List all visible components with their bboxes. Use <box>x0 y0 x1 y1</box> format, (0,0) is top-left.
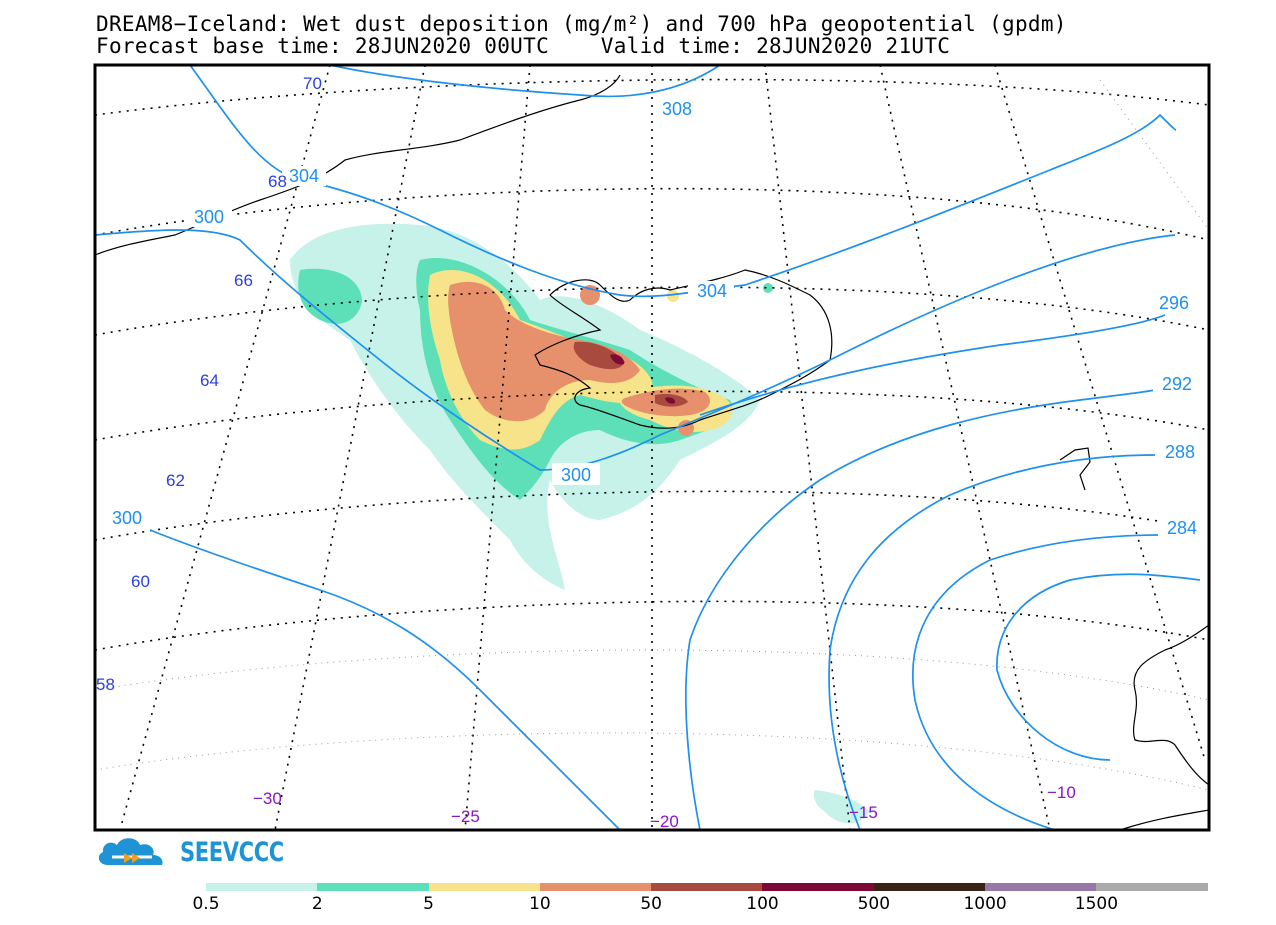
map-title-line-2: Forecast base time: 28JUN2020 00UTC Vali… <box>96 34 951 58</box>
color-legend-bar <box>206 883 1208 891</box>
latitude-label: 60 <box>131 572 150 591</box>
dust-level-100-b <box>665 397 676 404</box>
legend-swatch <box>428 883 540 891</box>
scotland-coast <box>1132 624 1209 786</box>
contour-284 <box>912 534 1161 830</box>
contour-label: 304 <box>697 281 727 301</box>
contour-label: 292 <box>1162 374 1192 394</box>
legend-label: 0.5 <box>192 894 220 914</box>
greenland-coast <box>95 74 621 256</box>
dust-deposition-field <box>290 223 870 824</box>
contour-308 <box>329 65 721 98</box>
dust-spot <box>763 283 773 293</box>
dust-spot <box>667 290 679 302</box>
cloud-logo-icon <box>98 838 163 865</box>
legend-label: 5 <box>423 894 435 914</box>
contour-label: 300 <box>194 207 224 227</box>
legend-swatch <box>317 883 429 891</box>
latitude-label: 66 <box>234 271 253 290</box>
legend-swatch <box>1096 883 1208 891</box>
contour-label: 288 <box>1165 442 1195 462</box>
contour-label: 296 <box>1159 293 1189 313</box>
longitude-label: −20 <box>650 812 679 831</box>
latitude-label: 64 <box>200 371 219 390</box>
legend-swatch <box>762 883 874 891</box>
contour-288 <box>828 454 1156 830</box>
dust-level-2 <box>298 268 362 324</box>
contour-label: 304 <box>289 166 319 186</box>
legend-label: 10 <box>529 894 551 914</box>
longitude-label: −15 <box>849 803 878 822</box>
longitude-label: −30 <box>253 789 282 808</box>
scotland-coast-south <box>1119 809 1209 830</box>
legend-swatch <box>206 883 318 891</box>
faroe-islands <box>1059 447 1091 491</box>
dust-level-0.5-b <box>813 790 870 824</box>
latitude-label: 62 <box>166 471 185 490</box>
coastline <box>95 74 1209 830</box>
legend-swatch <box>539 883 652 891</box>
legend-swatch <box>651 883 763 891</box>
graticule <box>95 65 1209 830</box>
contour-292 <box>685 389 1156 830</box>
contour-300-south <box>149 529 621 830</box>
contour-label: 284 <box>1167 518 1197 538</box>
graticule-fine <box>95 79 1209 791</box>
contour-label: 300 <box>112 508 142 528</box>
legend-swatch <box>873 883 986 891</box>
legend-label: 500 <box>857 894 891 914</box>
legend-label: 100 <box>746 894 779 914</box>
legend-label: 50 <box>640 894 663 914</box>
contour-284-inner <box>996 573 1201 761</box>
seevccc-logo: SEEVCCC <box>94 832 313 872</box>
latitude-label: 68 <box>268 172 287 191</box>
dust-level-50 <box>573 341 625 370</box>
contour-label: 308 <box>662 99 692 119</box>
dust-level-100 <box>610 354 625 365</box>
iceland-coast <box>534 269 833 429</box>
map-title-line-1: DREAM8−Iceland: Wet dust deposition (mg/… <box>96 12 1067 36</box>
legend-swatch <box>985 883 1097 891</box>
dust-level-10 <box>448 281 640 422</box>
color-legend-labels: 0.5 2 5 10 50 100 500 1000 1500 <box>0 894 1276 916</box>
legend-label: 2 <box>311 894 323 914</box>
longitude-label: −25 <box>451 807 480 826</box>
contour-296 <box>699 314 1166 416</box>
logo-text: SEEVCCC <box>180 836 284 868</box>
legend-label: 1000 <box>963 894 1007 914</box>
map-frame <box>93 63 1211 832</box>
latitude-label: 58 <box>96 675 115 694</box>
legend-label: 1500 <box>1074 894 1119 914</box>
longitude-label: −10 <box>1047 783 1076 802</box>
latitude-label: 70 <box>303 74 322 93</box>
contour-label: 300 <box>561 465 591 485</box>
